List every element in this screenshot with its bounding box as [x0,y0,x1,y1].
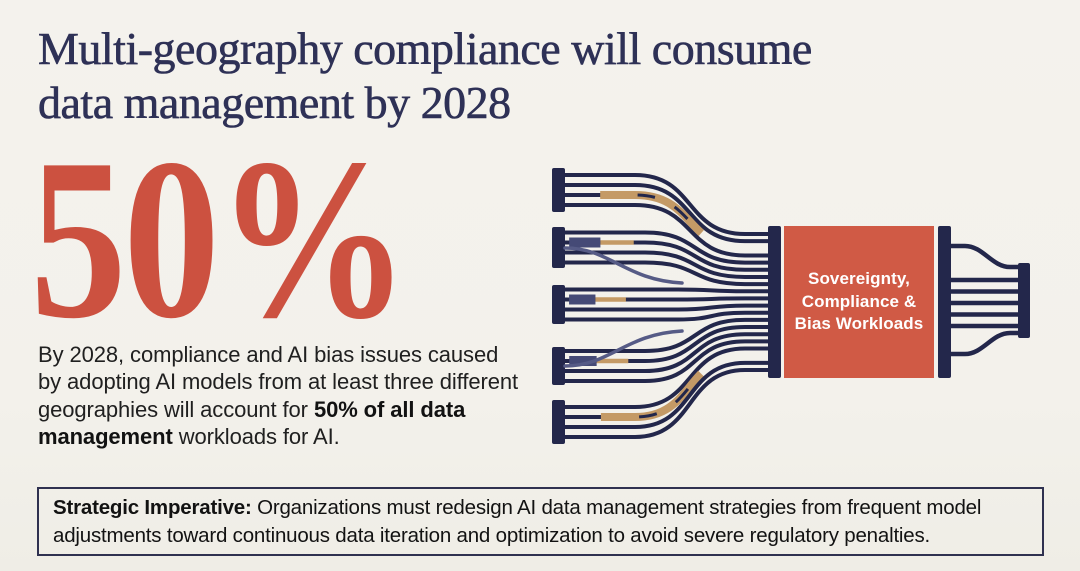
compliance-diagram: Sovereignty, Compliance & Bias Workloads [540,158,1040,468]
output-connector-bar [1018,263,1030,338]
stat-value: 50% [30,111,410,366]
workload-box: Sovereignty, Compliance & Bias Workloads [784,226,934,378]
processor-right-connector-bar [938,226,951,378]
strategic-imperative-text: Strategic Imperative: Organizations must… [53,494,1028,548]
stat-caption-text-after: workloads for AI. [172,423,340,449]
headline-line-2: data management by 2028 [38,77,512,129]
processor-left-connector-bar [768,226,781,378]
stat-caption-bold: 50% of all data management [38,396,466,449]
workload-box-label-2: Compliance & [801,291,917,311]
stub-wires [563,246,684,368]
workload-box-label-3: Bias Workloads [794,314,924,334]
strategic-imperative-box: Strategic Imperative: Organizations must… [37,487,1044,556]
strategic-imperative-label: Strategic Imperative: [53,496,252,520]
input-wires [563,173,770,439]
stat-caption: By 2028, compliance and AI bias issues c… [38,341,524,450]
workload-box-label-1: Sovereignty, [808,269,910,289]
headline: Multi-geography compliance will consume … [38,22,813,130]
output-wires [951,243,1018,357]
stat-caption-text-before: By 2028, compliance and AI bias issues c… [38,342,518,422]
headline-line-1: Multi-geography compliance will consume [38,23,813,75]
strategic-imperative-body: Organizations must redesign AI data mana… [53,496,982,547]
wires-illustration [552,168,1030,444]
input-connector-bars [552,168,565,444]
